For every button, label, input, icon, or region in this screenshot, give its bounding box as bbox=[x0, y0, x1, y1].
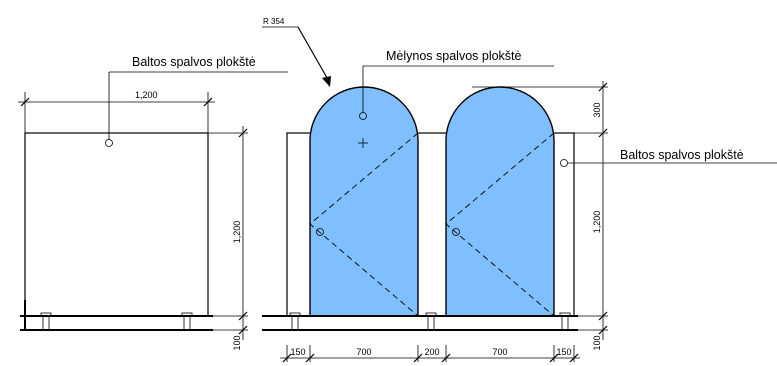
right-base-value: 100 bbox=[592, 335, 602, 350]
blue-panel-left-opening-lines bbox=[309, 132, 419, 317]
blue-panel-left-handle bbox=[316, 228, 324, 236]
left-label-marker bbox=[105, 139, 113, 147]
radius-arrowhead bbox=[322, 76, 331, 87]
left-height-value: 1,200 bbox=[232, 221, 242, 244]
bottom-200-value: 200 bbox=[424, 347, 439, 357]
bottom-width-dimension: 150 700 200 700 150 bbox=[280, 345, 580, 363]
left-base-value: 100 bbox=[232, 335, 242, 350]
left-width-dimension: 1,200 bbox=[18, 90, 215, 133]
blue-panel-left bbox=[309, 86, 419, 317]
bottom-700-left-value: 700 bbox=[356, 347, 371, 357]
right-panel-label: Baltos spalvos plokštė bbox=[620, 148, 744, 162]
right-height-dimension: 300 1,200 100 bbox=[472, 81, 608, 351]
bottom-700-right-value: 700 bbox=[492, 347, 507, 357]
blue-panel-right bbox=[445, 86, 555, 317]
radius-leader bbox=[297, 26, 331, 84]
bottom-150-right-value: 150 bbox=[556, 347, 571, 357]
left-panel-label: Baltos spalvos plokštė bbox=[132, 55, 256, 69]
left-width-value: 1,200 bbox=[135, 90, 158, 100]
left-elevation: Baltos spalvos plokštė 1,200 1,200 100 bbox=[18, 55, 288, 351]
blue-panel-label: Mėlynos spalvos plokštė bbox=[386, 49, 522, 63]
left-height-dimension: 1,200 100 bbox=[208, 126, 248, 351]
left-white-panel bbox=[24, 132, 209, 317]
right-elevation: Mėlynos spalvos plokštė R 354 Baltos spa… bbox=[262, 17, 777, 363]
blue-panel-right-handle bbox=[452, 228, 460, 236]
right-label-marker bbox=[560, 159, 568, 167]
right-top-value: 300 bbox=[592, 102, 602, 117]
radius-label: R 354 bbox=[263, 17, 285, 26]
right-feet bbox=[289, 312, 571, 331]
bottom-150-left-value: 150 bbox=[290, 347, 305, 357]
left-feet bbox=[40, 312, 193, 331]
right-height-value: 1,200 bbox=[592, 211, 602, 234]
blue-panel-right-opening-lines bbox=[445, 132, 555, 317]
